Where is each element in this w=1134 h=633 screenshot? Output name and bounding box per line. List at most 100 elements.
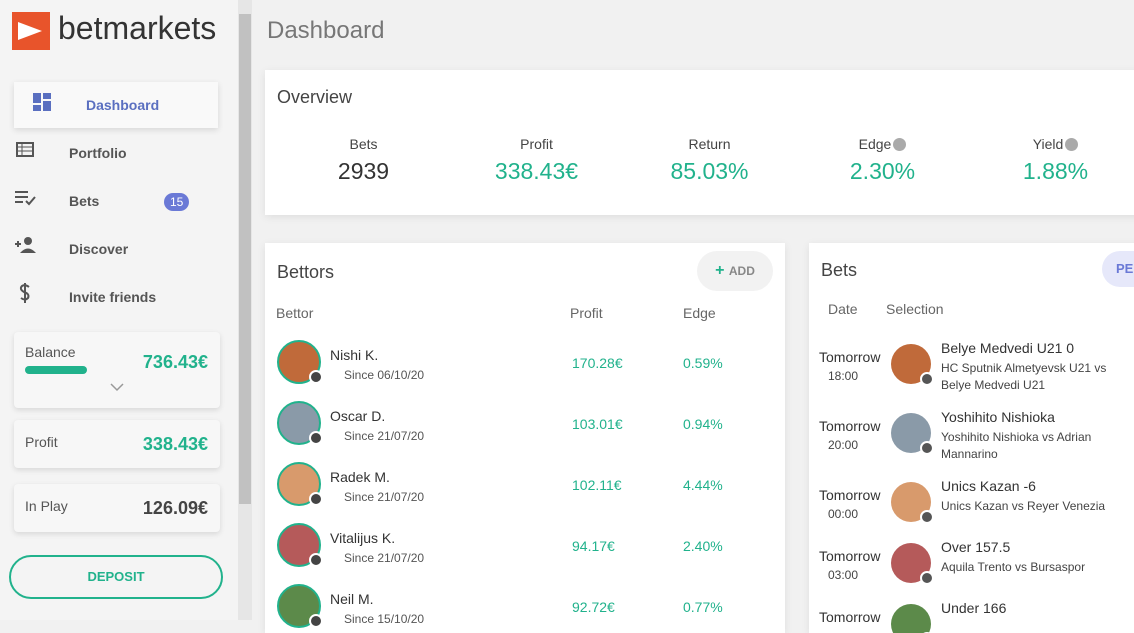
scroll-thumb[interactable]: [239, 14, 251, 504]
avatar: [891, 604, 934, 633]
since: Since 06/10/20: [344, 368, 425, 382]
sport-icon: [309, 553, 323, 567]
sport-icon: [920, 372, 934, 386]
stat-label: Yield: [969, 136, 1134, 152]
time: 20:00: [828, 438, 859, 452]
time: 00:00: [828, 507, 859, 521]
sidebar: betmarkets Dashboard Portfolio Bets 15 Di…: [0, 0, 238, 620]
nav-item[interactable]: Bets 15: [14, 178, 218, 224]
icon: [19, 283, 30, 303]
card-title: Overview: [277, 87, 353, 107]
value: 736.43€: [142, 352, 208, 372]
stat: Bets 2939: [277, 136, 450, 185]
stat-value: 2939: [337, 158, 390, 184]
help-icon[interactable]: [893, 138, 907, 151]
avatar: [891, 482, 934, 524]
nav-label: Invite friends: [69, 289, 157, 305]
selection: Belye Medvedi U21 0: [941, 340, 1075, 356]
help-icon[interactable]: [1065, 138, 1079, 151]
sport-icon: [309, 370, 323, 384]
nav-item[interactable]: Discover: [14, 226, 218, 272]
since: Since 21/07/20: [344, 490, 425, 504]
overview-card: Overview Bets 2939 Profit 338.43€ Return 85.0…: [265, 70, 1134, 215]
avatar: [277, 340, 323, 384]
balance-bar: [25, 366, 87, 374]
match: Unics Kazan vs Reyer Venezia: [941, 499, 1106, 513]
sport-icon: [920, 441, 934, 455]
icon: [15, 237, 36, 253]
day: Tomorrow: [819, 418, 881, 434]
time: 18:00: [828, 369, 859, 383]
selection: Under 166: [941, 600, 1007, 616]
plus-icon: +: [715, 262, 729, 279]
stat-value: 338.43€: [494, 158, 579, 184]
in-play-card: In Play 126.09€: [14, 484, 220, 532]
page-title: Dashboard: [267, 17, 385, 44]
stat-label: Profit: [520, 136, 553, 152]
bettor-name: Neil M.: [330, 591, 374, 607]
nav-item[interactable]: Portfolio: [14, 130, 218, 176]
profit: 170.28€: [572, 355, 623, 371]
icon: [33, 93, 51, 111]
match: Yoshihito Nishioka vs Adrian Mannarino: [941, 430, 1092, 461]
stat-label: Bets: [349, 136, 378, 152]
day: Tomorrow: [819, 548, 881, 564]
avatar: [277, 584, 323, 628]
icon: [16, 142, 34, 157]
day: Tomorrow: [819, 349, 881, 365]
stat-value: 85.03%: [670, 158, 749, 184]
time: 03:00: [828, 568, 859, 582]
nav-label: Bets: [69, 193, 100, 209]
profit: 94.17€: [572, 538, 615, 554]
sport-icon: [309, 614, 323, 628]
label: In Play: [25, 498, 68, 514]
stat-value: 2.30%: [849, 158, 916, 184]
scrollbar: [238, 0, 252, 620]
profit-card: Profit 338.43€: [14, 420, 220, 468]
column-header: Bettor: [276, 305, 314, 321]
logo-icon: [12, 12, 50, 50]
selection: Over 157.5: [941, 539, 1011, 555]
brand: betmarkets: [58, 10, 217, 46]
deposit-button[interactable]: DEPOSIT: [9, 555, 223, 599]
column-header: Date: [828, 301, 858, 317]
chevron[interactable]: [110, 382, 124, 392]
column-header: Edge: [683, 305, 716, 321]
avatar: [277, 401, 323, 445]
add-label: ADD: [728, 264, 755, 278]
bets-card: Bets PE Date Selection Tomorrow 18:00 Belye …: [809, 243, 1134, 633]
bettor-name: Nishi K.: [330, 347, 379, 363]
label: Profit: [25, 434, 58, 450]
day: Tomorrow: [819, 487, 881, 503]
stat: Yield 1.88%: [969, 136, 1134, 185]
value: 338.43€: [142, 434, 208, 454]
profit: 103.01€: [572, 416, 623, 432]
sport-icon: [920, 510, 934, 524]
stat: Edge 2.30%: [796, 136, 969, 185]
period-button[interactable]: PE: [1102, 251, 1134, 287]
profit: 92.72€: [572, 599, 615, 615]
avatar: [891, 543, 934, 585]
value: 126.09€: [142, 498, 208, 518]
since: Since 21/07/20: [344, 429, 425, 443]
edge: 2.40%: [683, 538, 723, 554]
avatar: [891, 344, 934, 386]
selection: Unics Kazan -6: [941, 478, 1036, 494]
bettor-name: Vitalijus K.: [330, 530, 396, 546]
bettor-name: Radek M.: [330, 469, 390, 485]
stat-label: Return: [688, 136, 731, 152]
nav-item[interactable]: Dashboard: [14, 82, 218, 128]
since: Since 21/07/20: [344, 551, 425, 565]
avatar: [891, 413, 934, 455]
balance-card: Balance 736.43€: [14, 332, 220, 408]
since: Since 15/10/20: [344, 612, 425, 626]
nav-item[interactable]: Invite friends: [14, 274, 218, 320]
edge: 0.59%: [683, 355, 723, 371]
add-button[interactable]: + ADD: [697, 251, 773, 291]
stat-value: 1.88%: [1022, 158, 1089, 184]
sport-icon: [309, 492, 323, 506]
match: Aquila Trento vs Bursaspor: [941, 560, 1086, 574]
nav-label: Dashboard: [86, 97, 160, 113]
nav-label: Discover: [69, 241, 129, 257]
